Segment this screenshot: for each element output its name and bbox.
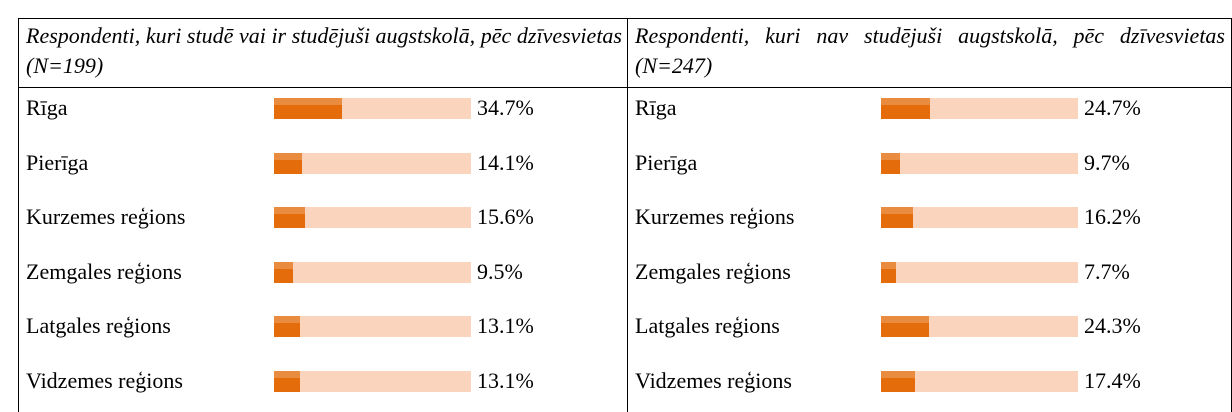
bar xyxy=(881,370,916,392)
row-label: Pierīga xyxy=(26,149,89,175)
row-label: Kurzemes reģions xyxy=(26,204,186,229)
bar-track xyxy=(881,261,1078,283)
bar-track xyxy=(274,207,471,228)
column-header: Respondenti, kuri nav studējuši augstsko… xyxy=(628,18,1231,88)
value-label: 7.7% xyxy=(1084,258,1130,284)
column-header: Respondenti, kuri studē vai ir studējuši… xyxy=(19,18,628,88)
bar-track xyxy=(881,152,1078,174)
row-label: Zemgales reģions xyxy=(26,258,182,284)
bar-track xyxy=(274,316,471,337)
value-label: 13.1% xyxy=(477,313,534,338)
value-label: 13.1% xyxy=(477,367,534,393)
bar-track xyxy=(881,370,1078,392)
value-label: 24.3% xyxy=(1084,313,1141,338)
bar xyxy=(274,261,293,283)
row-label: Rīga xyxy=(635,95,677,120)
bar xyxy=(881,207,913,228)
bar xyxy=(881,316,929,337)
value-label: 14.1% xyxy=(477,149,534,175)
bar xyxy=(881,152,901,174)
row-label: Rīga xyxy=(26,95,68,120)
bar xyxy=(881,98,930,119)
bar-track xyxy=(274,261,471,283)
table-column: Respondenti, kuri nav studējuši augstsko… xyxy=(627,18,1232,412)
bar xyxy=(274,370,300,392)
row-label: Kurzemes reģions xyxy=(635,204,795,229)
row-label: Vidzemes reģions xyxy=(635,367,792,393)
value-label: 9.5% xyxy=(477,258,523,284)
value-label: 15.6% xyxy=(477,204,534,229)
bar-track xyxy=(881,207,1078,228)
value-label: 34.7% xyxy=(477,95,534,120)
row-label: Pierīga xyxy=(635,149,698,175)
value-label: 24.7% xyxy=(1084,95,1141,120)
value-label: 16.2% xyxy=(1084,204,1141,229)
row-label: Vidzemes reģions xyxy=(26,367,183,393)
row-label: Latgales reģions xyxy=(26,313,171,338)
value-label: 17.4% xyxy=(1084,367,1141,393)
bar xyxy=(274,207,305,228)
bar xyxy=(274,316,300,337)
bar-track xyxy=(274,98,471,119)
value-label: 9.7% xyxy=(1084,149,1130,175)
bar-track xyxy=(881,316,1078,337)
table-column: Respondenti, kuri studē vai ir studējuši… xyxy=(18,18,628,412)
bar xyxy=(881,261,897,283)
bar xyxy=(274,152,302,174)
row-label: Latgales reģions xyxy=(635,313,780,338)
bar-track xyxy=(274,370,471,392)
bar xyxy=(274,98,343,119)
bar-track xyxy=(881,98,1078,119)
bar-track xyxy=(274,152,471,174)
row-label: Zemgales reģions xyxy=(635,258,791,284)
